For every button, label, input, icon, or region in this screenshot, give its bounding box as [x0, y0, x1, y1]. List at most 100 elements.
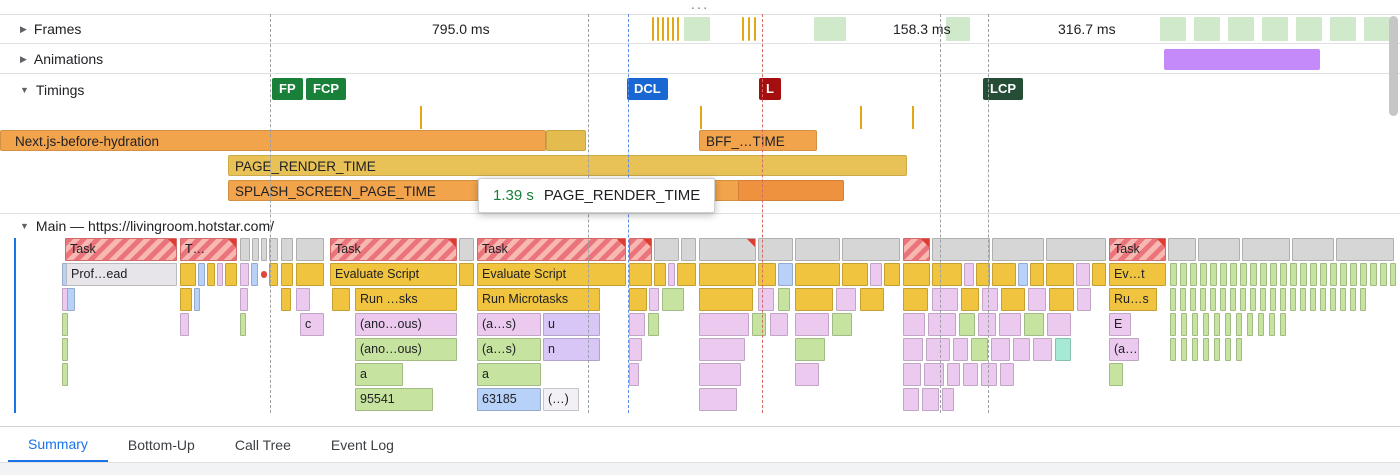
flame-block[interactable]: [963, 363, 978, 386]
frame-strip[interactable]: [1228, 17, 1254, 41]
flame-block-evaluatescript[interactable]: Evaluate Script: [330, 263, 457, 286]
flame-block-[interactable]: (…): [543, 388, 579, 411]
flame-block[interactable]: [1049, 288, 1074, 311]
flame-block-anoous[interactable]: (ano…ous): [355, 338, 457, 361]
timing-marker-l[interactable]: L: [759, 78, 781, 100]
flame-block[interactable]: [1190, 263, 1197, 286]
flame-block[interactable]: [1203, 313, 1209, 336]
flame-block[interactable]: [281, 238, 293, 261]
flame-block[interactable]: [1280, 288, 1286, 311]
flame-block-c[interactable]: c: [300, 313, 324, 336]
flame-block-task[interactable]: Task: [330, 238, 457, 261]
flame-block[interactable]: [1170, 313, 1176, 336]
frame-strip[interactable]: [662, 17, 664, 41]
panel-drag-handle[interactable]: ...: [690, 0, 710, 13]
flame-block[interactable]: [180, 288, 192, 311]
flame-block[interactable]: [67, 288, 75, 311]
flame-block[interactable]: [1180, 288, 1186, 311]
flame-block[interactable]: [836, 288, 856, 311]
flame-block[interactable]: [1280, 263, 1287, 286]
flame-block[interactable]: [1260, 288, 1266, 311]
flame-block[interactable]: [1170, 338, 1176, 361]
flame-block[interactable]: [1336, 238, 1394, 261]
flame-block[interactable]: [1170, 263, 1177, 286]
flame-block[interactable]: [1340, 288, 1346, 311]
flame-block[interactable]: [1270, 263, 1277, 286]
flame-block[interactable]: [1180, 263, 1187, 286]
flame-block[interactable]: [459, 263, 474, 286]
flame-block-task[interactable]: Task: [65, 238, 177, 261]
frame-strip[interactable]: [684, 17, 710, 41]
flame-block[interactable]: [758, 238, 793, 261]
flame-block[interactable]: [296, 238, 324, 261]
flame-block[interactable]: [1092, 263, 1106, 286]
flame-block[interactable]: [1250, 288, 1256, 311]
flame-block[interactable]: [240, 263, 249, 286]
flame-block[interactable]: [1047, 313, 1071, 336]
flame-block[interactable]: [1270, 288, 1276, 311]
flame-block[interactable]: [758, 288, 774, 311]
flame-block[interactable]: [629, 313, 645, 336]
flame-block[interactable]: [681, 238, 696, 261]
flame-block-u[interactable]: u: [543, 313, 600, 336]
flame-block[interactable]: [296, 288, 310, 311]
flame-block[interactable]: [654, 238, 679, 261]
chevron-right-icon[interactable]: ▶: [20, 53, 27, 64]
flame-block[interactable]: [991, 338, 1010, 361]
flame-block[interactable]: [928, 313, 956, 336]
flame-block[interactable]: [932, 263, 962, 286]
flame-block-63185[interactable]: 63185: [477, 388, 541, 411]
flame-block-runmicrotasks[interactable]: Run Microtasks: [477, 288, 600, 311]
flame-block[interactable]: [1214, 338, 1220, 361]
flame-block[interactable]: [662, 288, 684, 311]
flame-block[interactable]: [269, 238, 278, 261]
flame-block[interactable]: [1076, 263, 1090, 286]
flame-block[interactable]: [778, 288, 790, 311]
flame-block[interactable]: [217, 263, 223, 286]
timing-marker-fp[interactable]: FP: [272, 78, 303, 100]
flame-block[interactable]: [225, 263, 237, 286]
flame-block[interactable]: [1310, 288, 1316, 311]
frame-strip[interactable]: [677, 17, 679, 41]
flame-block[interactable]: [842, 238, 900, 261]
flame-block[interactable]: [1360, 263, 1367, 286]
frame-strip[interactable]: [1160, 17, 1186, 41]
frame-strip[interactable]: [1262, 17, 1288, 41]
flame-block[interactable]: [1192, 313, 1198, 336]
flame-block[interactable]: [1210, 263, 1217, 286]
flame-block[interactable]: [1000, 363, 1014, 386]
flame-block[interactable]: [959, 313, 975, 336]
frame-strip[interactable]: [946, 17, 970, 41]
flame-block[interactable]: [281, 288, 291, 311]
flame-block[interactable]: [795, 338, 825, 361]
flame-block-task[interactable]: Task: [1109, 238, 1166, 261]
flame-block[interactable]: [924, 363, 944, 386]
frame-strip[interactable]: [742, 17, 744, 41]
flame-block[interactable]: [668, 263, 675, 286]
flame-block[interactable]: [1033, 338, 1052, 361]
flame-block[interactable]: [999, 313, 1021, 336]
flame-block[interactable]: [1220, 288, 1226, 311]
flame-block[interactable]: [778, 263, 793, 286]
flame-block[interactable]: [207, 263, 215, 286]
flame-block[interactable]: [795, 363, 819, 386]
flame-block[interactable]: [903, 238, 930, 261]
flame-block[interactable]: [1230, 288, 1236, 311]
flame-block[interactable]: [1330, 288, 1336, 311]
flame-block[interactable]: [1024, 313, 1044, 336]
flame-block[interactable]: [1247, 313, 1253, 336]
flame-block[interactable]: [1200, 288, 1206, 311]
flame-block[interactable]: [1220, 263, 1227, 286]
flame-block[interactable]: [699, 263, 756, 286]
chevron-down-icon[interactable]: ▼: [20, 84, 29, 95]
flame-block[interactable]: [252, 238, 259, 261]
flame-block-a[interactable]: (a…): [1109, 338, 1139, 361]
flame-block[interactable]: [961, 288, 979, 311]
flame-block[interactable]: [629, 338, 642, 361]
user-timing-bar-next-js-before-hydration[interactable]: Next.js-before-hydration: [0, 130, 546, 151]
frame-strip[interactable]: [657, 17, 659, 41]
flame-block[interactable]: [1320, 288, 1326, 311]
flame-block[interactable]: [1240, 263, 1247, 286]
flame-block[interactable]: [1210, 288, 1216, 311]
flame-block[interactable]: [649, 288, 659, 311]
